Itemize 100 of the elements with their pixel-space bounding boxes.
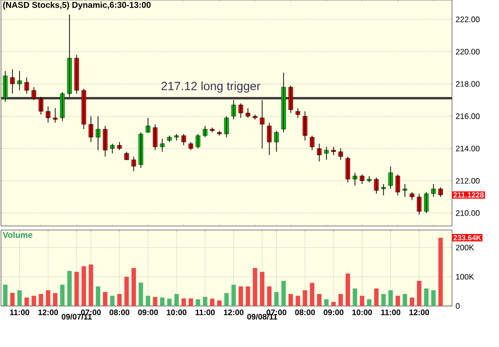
- candlestick: [416, 193, 422, 216]
- bar: [152, 296, 158, 306]
- bar: [24, 298, 29, 306]
- bar: [281, 280, 286, 306]
- bar: [74, 272, 79, 306]
- bar: [181, 298, 186, 306]
- bar: [188, 298, 194, 306]
- bar: [310, 282, 314, 306]
- bar: [217, 300, 222, 306]
- bar: [431, 290, 436, 306]
- bar: [367, 299, 372, 306]
- bar: [402, 294, 408, 306]
- candlestick: [438, 186, 443, 198]
- bar: [302, 290, 308, 306]
- candlestick: [102, 126, 108, 157]
- bar: [38, 294, 44, 306]
- candlestick: [181, 134, 186, 146]
- candlestick: [331, 146, 336, 156]
- bar: [438, 238, 443, 306]
- candlestick: [260, 100, 264, 149]
- bar: [167, 298, 172, 306]
- bar: [296, 296, 300, 306]
- candlestick: [10, 69, 15, 94]
- candlestick: [431, 184, 436, 198]
- candlestick: [46, 106, 50, 124]
- candlestick: [360, 174, 364, 184]
- bar: [46, 290, 50, 306]
- candlestick: [296, 108, 300, 118]
- bar: [381, 294, 386, 306]
- candlestick: [117, 142, 122, 151]
- candlestick: [316, 143, 322, 162]
- candlestick: [388, 166, 393, 190]
- bar: [338, 294, 343, 306]
- bar: [331, 302, 336, 306]
- bar: [132, 268, 136, 306]
- bar: [110, 296, 115, 306]
- candlestick: [138, 132, 144, 168]
- candlestick: [374, 177, 379, 194]
- bar: [374, 288, 379, 306]
- bar: [288, 294, 293, 306]
- candlestick: [17, 70, 22, 91]
- candlestick: [124, 151, 129, 160]
- bar: [352, 288, 358, 306]
- bar: [17, 290, 22, 306]
- bar: [124, 276, 129, 306]
- candlestick: [267, 122, 272, 156]
- candlestick: [238, 102, 244, 118]
- candlestick: [224, 116, 229, 138]
- candlestick: [131, 156, 136, 172]
- bar: [317, 294, 322, 306]
- bar: [102, 292, 108, 306]
- bar: [117, 294, 122, 306]
- bar: [246, 286, 250, 306]
- bar: [196, 299, 200, 306]
- candlestick: [310, 135, 314, 151]
- bar: [360, 296, 364, 306]
- bar: [252, 268, 258, 306]
- ref-line-label: 217.12 long trigger: [161, 81, 260, 93]
- bar: [60, 284, 65, 306]
- bar: [67, 270, 72, 306]
- candlestick: [346, 156, 350, 183]
- bar: [224, 293, 229, 306]
- bar: [267, 286, 272, 306]
- bar: [138, 282, 144, 306]
- candlestick: [424, 192, 429, 214]
- candlestick: [231, 100, 236, 120]
- bar: [238, 286, 243, 306]
- candlestick: [202, 126, 208, 138]
- bar: [96, 286, 100, 306]
- bar: [202, 296, 208, 306]
- candlestick: [410, 192, 414, 201]
- candlestick: [152, 124, 158, 151]
- bar: [88, 264, 94, 306]
- candlestick: [110, 143, 115, 154]
- bar: [231, 284, 236, 306]
- bar: [388, 290, 393, 306]
- candlestick: [381, 184, 386, 196]
- candlestick: [274, 130, 279, 152]
- bar: [82, 266, 86, 306]
- bar: [210, 298, 214, 306]
- bar: [32, 296, 36, 306]
- candlestick: [52, 108, 58, 124]
- bar: [416, 280, 422, 306]
- bar: [3, 284, 8, 306]
- candlestick: [32, 86, 36, 100]
- bar: [260, 272, 264, 306]
- bar: [160, 298, 164, 306]
- chart-title: (NASD Stocks,5) Dynamic,6:30-13:00: [3, 2, 151, 10]
- bar: [410, 298, 414, 306]
- candlestick: [60, 92, 65, 122]
- candlestick: [402, 184, 408, 198]
- bar: [324, 299, 329, 306]
- candlestick: [246, 108, 250, 118]
- candlestick: [74, 54, 79, 94]
- candlestick: [338, 148, 343, 160]
- candlestick: [352, 172, 358, 186]
- bar: [396, 296, 400, 306]
- candlestick: [395, 174, 400, 196]
- bar: [174, 294, 179, 306]
- chart-title: Volume: [2, 232, 32, 238]
